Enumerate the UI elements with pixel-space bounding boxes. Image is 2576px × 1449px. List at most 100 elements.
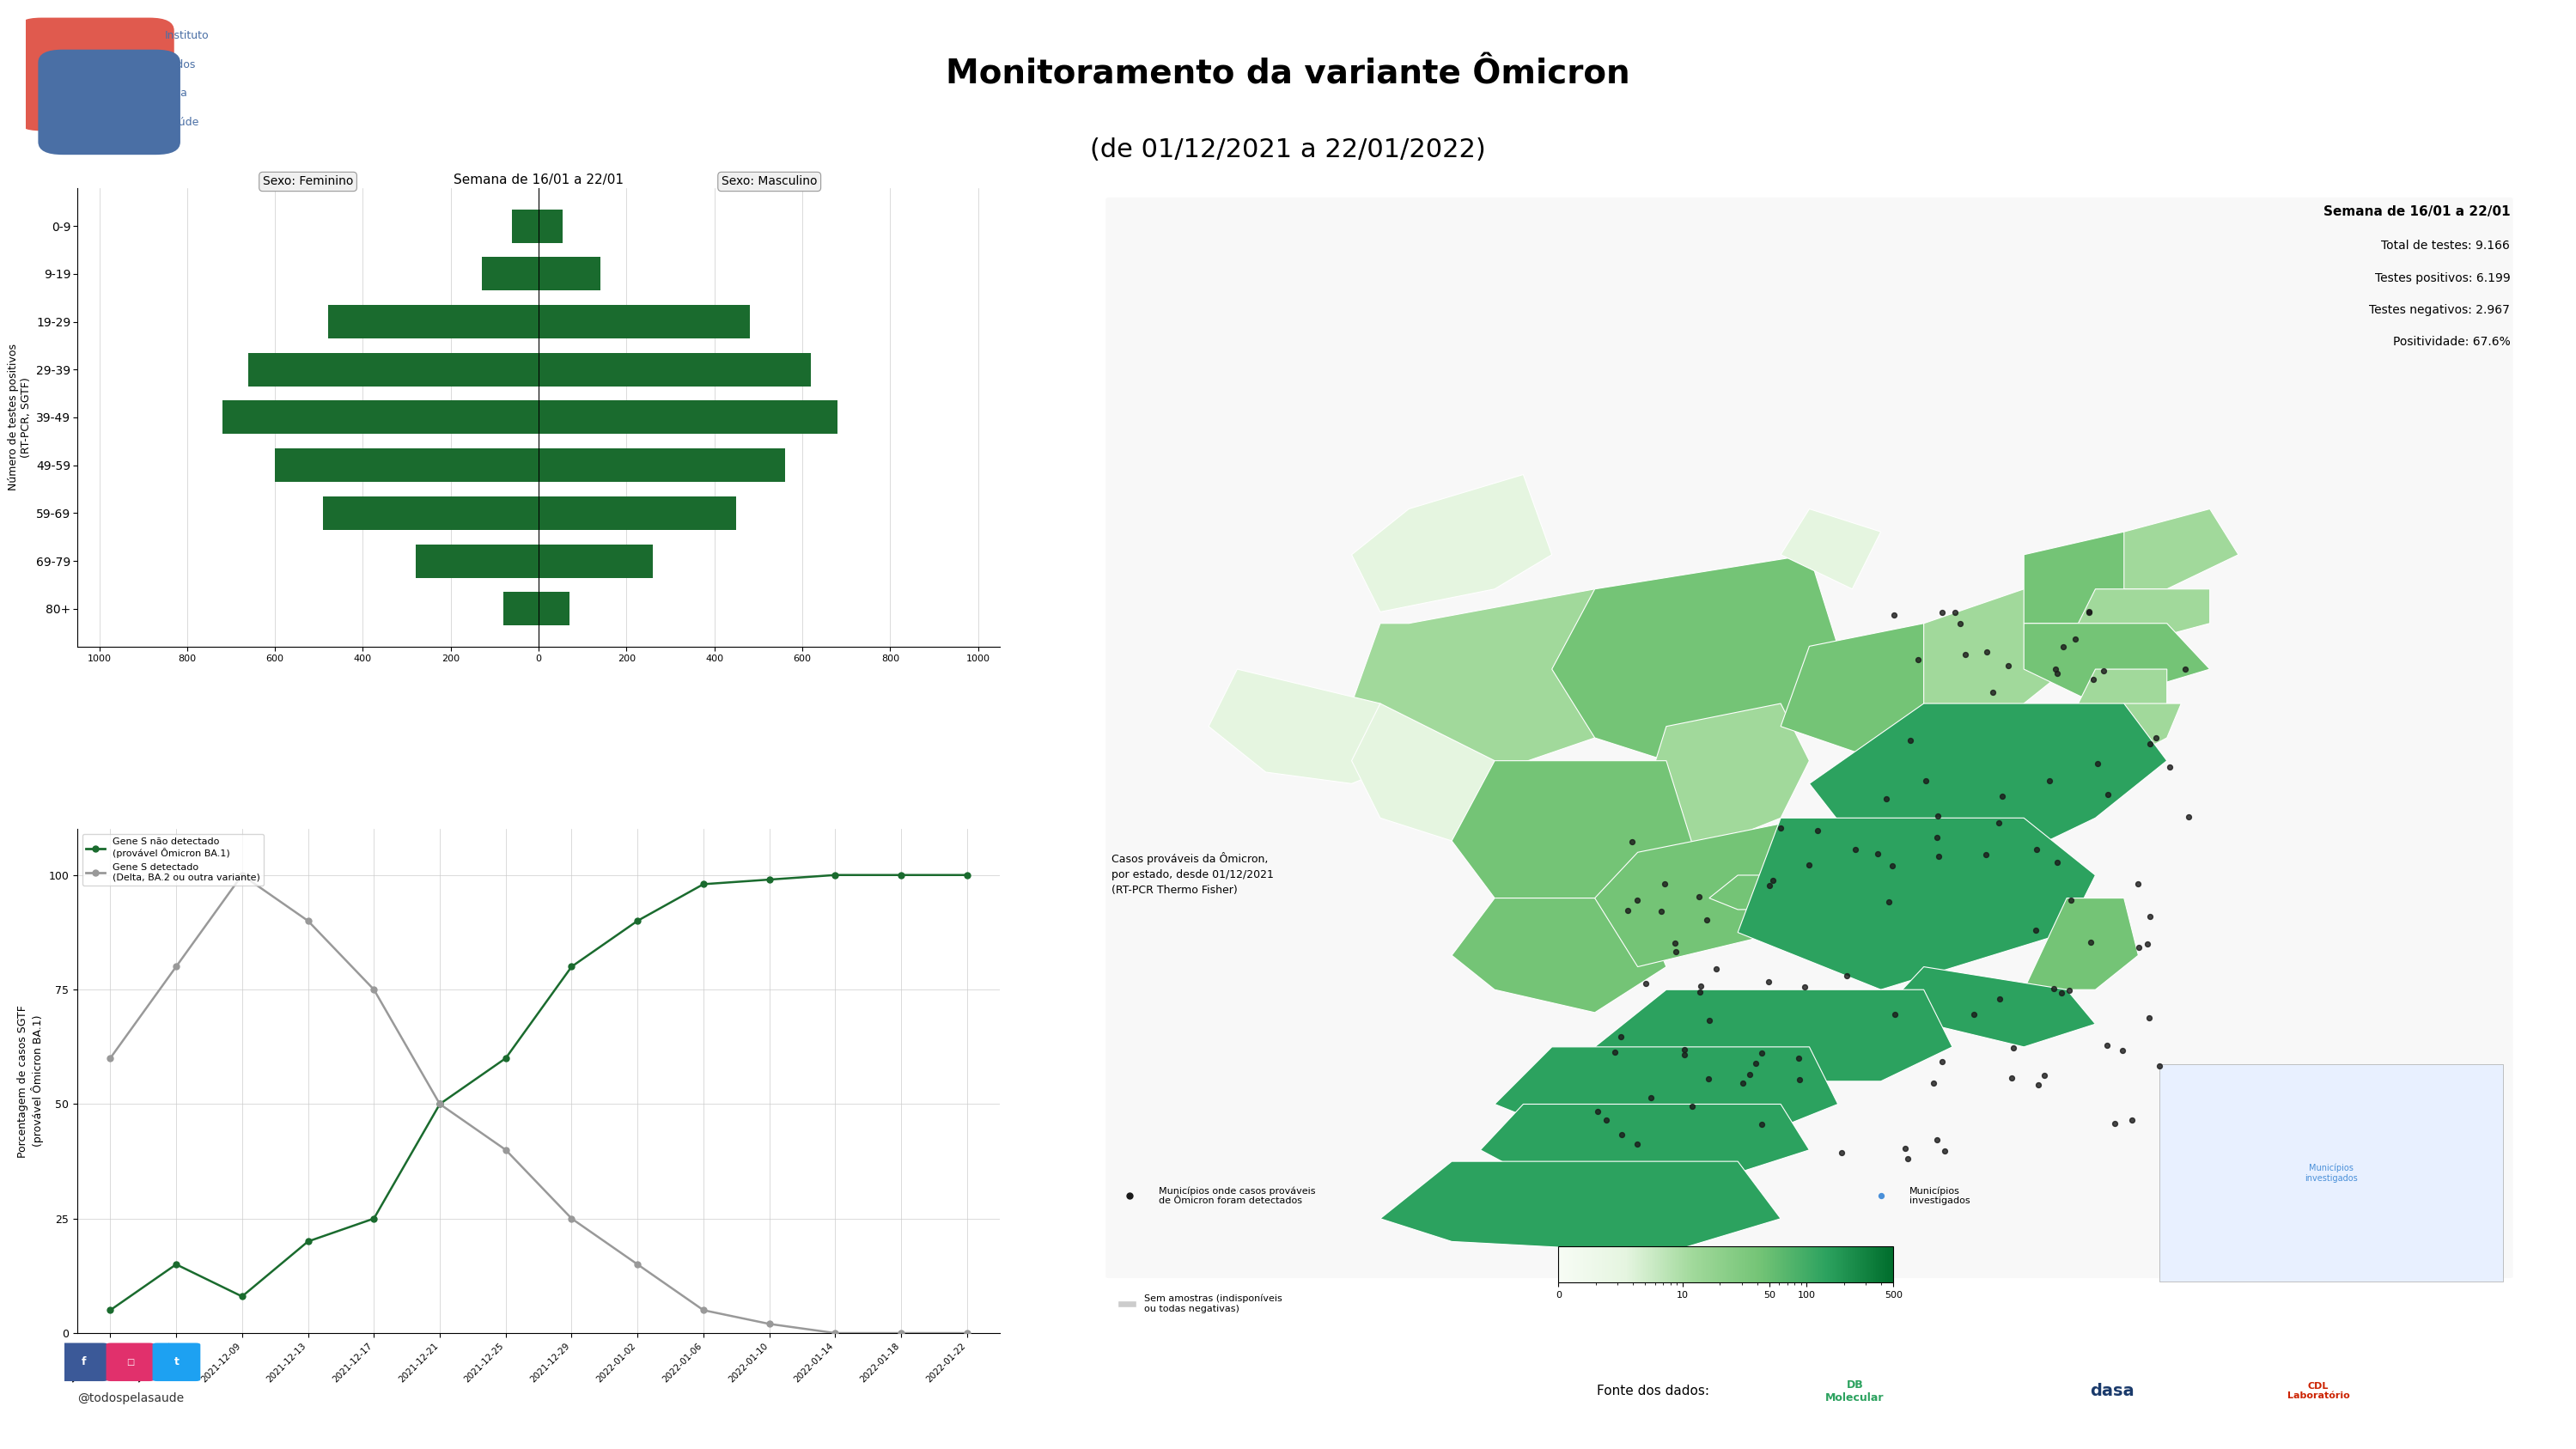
Point bbox=[1741, 1113, 1783, 1136]
Point bbox=[1625, 972, 1667, 995]
Point bbox=[1994, 1036, 2035, 1059]
Point bbox=[1595, 1040, 1636, 1064]
Point bbox=[1919, 845, 1960, 868]
Polygon shape bbox=[2066, 590, 2210, 646]
Point bbox=[2048, 980, 2089, 1003]
Polygon shape bbox=[1780, 509, 1880, 590]
Bar bbox=[538, 449, 786, 483]
FancyBboxPatch shape bbox=[39, 49, 180, 155]
Point bbox=[1728, 1064, 1770, 1087]
Point bbox=[1734, 1052, 1775, 1075]
Point bbox=[1600, 1024, 1641, 1048]
Text: Casos prováveis da Ômicron,
por estado, desde 01/12/2021
(RT-PCR Thermo Fisher): Casos prováveis da Ômicron, por estado, … bbox=[1110, 852, 1273, 895]
Bar bbox=[325, 497, 538, 530]
Point bbox=[1664, 1037, 1705, 1061]
Text: Total de testes: 9.166: Total de testes: 9.166 bbox=[2380, 241, 2509, 252]
Text: Semana de 16/01 a 22/01: Semana de 16/01 a 22/01 bbox=[2324, 206, 2509, 219]
Point bbox=[1821, 1140, 1862, 1164]
Point bbox=[2030, 769, 2071, 793]
Text: t: t bbox=[175, 1356, 178, 1368]
Bar bbox=[502, 593, 538, 626]
Text: (de 01/12/2021 a 22/01/2022): (de 01/12/2021 a 22/01/2022) bbox=[1090, 138, 1486, 162]
Point bbox=[2069, 600, 2110, 623]
Point bbox=[1917, 804, 1958, 827]
Bar bbox=[538, 256, 600, 291]
Text: Municípios
investigados: Municípios investigados bbox=[1909, 1187, 1971, 1206]
Point bbox=[1922, 1051, 1963, 1074]
Polygon shape bbox=[2066, 669, 2166, 726]
Point bbox=[2169, 806, 2210, 829]
Bar bbox=[276, 449, 538, 483]
Polygon shape bbox=[2025, 532, 2166, 623]
Bar bbox=[538, 497, 737, 530]
Point bbox=[2136, 726, 2177, 749]
Point bbox=[1888, 1148, 1929, 1171]
Point bbox=[1899, 648, 1940, 671]
Polygon shape bbox=[1710, 875, 1780, 910]
Bar bbox=[538, 401, 837, 435]
Point bbox=[1618, 888, 1659, 911]
Title: Semana de 16/01 a 22/01: Semana de 16/01 a 22/01 bbox=[453, 174, 623, 185]
Point bbox=[1749, 971, 1790, 994]
Point bbox=[1865, 787, 1906, 810]
Point bbox=[1654, 940, 1695, 964]
Point bbox=[1860, 1184, 1901, 1207]
Point bbox=[1780, 1068, 1821, 1091]
Point bbox=[1631, 1085, 1672, 1108]
Point bbox=[1654, 932, 1695, 955]
Polygon shape bbox=[1381, 1162, 1780, 1253]
Text: Municípios
investigados: Municípios investigados bbox=[2306, 1164, 2357, 1182]
Point bbox=[2040, 981, 2081, 1004]
Point bbox=[1922, 601, 1963, 625]
Point bbox=[1873, 855, 1914, 878]
Point bbox=[1795, 819, 1837, 842]
Point bbox=[1873, 603, 1914, 626]
Point bbox=[1613, 830, 1654, 853]
Point bbox=[1752, 869, 1793, 893]
FancyBboxPatch shape bbox=[15, 17, 175, 130]
Point bbox=[1777, 1046, 1819, 1069]
Point bbox=[1978, 988, 2020, 1011]
Polygon shape bbox=[2025, 623, 2210, 704]
Legend: Gene S não detectado
(provável Ômicron BA.1), Gene S detectado
(Delta, BA.2 ou o: Gene S não detectado (provável Ômicron B… bbox=[82, 835, 265, 885]
FancyBboxPatch shape bbox=[59, 1343, 108, 1381]
Point bbox=[1687, 1068, 1728, 1091]
Bar bbox=[538, 304, 750, 339]
Point bbox=[1759, 816, 1801, 839]
Bar bbox=[482, 256, 538, 291]
Legend: Sem amostras (indisponíveis
ou todas negativas): Sem amostras (indisponíveis ou todas neg… bbox=[1113, 1290, 1285, 1317]
Point bbox=[2038, 661, 2079, 684]
Point bbox=[1886, 1137, 1927, 1161]
Point bbox=[1875, 1003, 1917, 1026]
Bar bbox=[222, 401, 538, 435]
Point bbox=[2035, 658, 2076, 681]
Text: CDL
Laboratório: CDL Laboratório bbox=[2287, 1382, 2349, 1400]
Point bbox=[2117, 872, 2159, 895]
Text: Fonte dos dados:: Fonte dos dados: bbox=[1597, 1385, 1710, 1397]
Point bbox=[2017, 838, 2058, 861]
Polygon shape bbox=[1494, 1048, 1837, 1127]
Point bbox=[1965, 843, 2007, 867]
Point bbox=[2130, 732, 2172, 755]
Point bbox=[1978, 811, 2020, 835]
Point bbox=[1973, 681, 2014, 704]
Point bbox=[1664, 1043, 1705, 1066]
Bar bbox=[538, 352, 811, 387]
Point bbox=[2117, 936, 2159, 959]
Text: f: f bbox=[82, 1356, 85, 1368]
Text: □: □ bbox=[126, 1358, 134, 1366]
Point bbox=[1917, 1127, 1958, 1151]
FancyBboxPatch shape bbox=[106, 1343, 155, 1381]
Polygon shape bbox=[2125, 509, 2239, 590]
Point bbox=[2148, 755, 2190, 778]
Text: @todospelasaude: @todospelasaude bbox=[77, 1392, 183, 1404]
Point bbox=[2069, 930, 2110, 953]
Point bbox=[2084, 659, 2125, 682]
Point bbox=[1989, 655, 2030, 678]
Point bbox=[1783, 975, 1824, 998]
Polygon shape bbox=[1595, 817, 1837, 966]
Point bbox=[2094, 1111, 2136, 1135]
Point bbox=[1607, 900, 1649, 923]
Point bbox=[2112, 1108, 2154, 1132]
Point bbox=[1940, 611, 1981, 635]
